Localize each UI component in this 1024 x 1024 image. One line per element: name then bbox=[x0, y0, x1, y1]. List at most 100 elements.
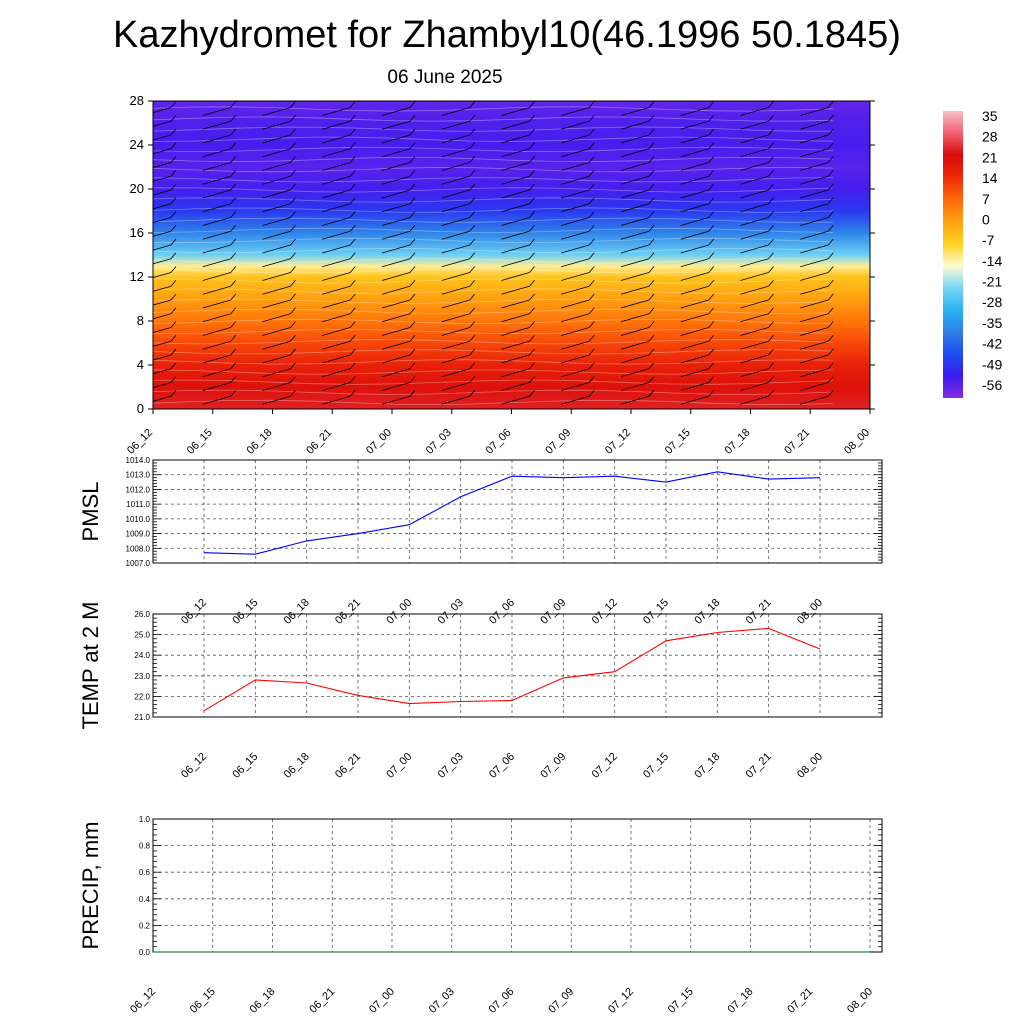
wind-barb bbox=[680, 244, 709, 254]
wind-barb-flag bbox=[469, 307, 476, 314]
wind-barb-flag bbox=[349, 389, 356, 397]
wind-barb bbox=[153, 382, 172, 389]
wind-barb bbox=[441, 258, 470, 268]
wind-barb bbox=[620, 217, 650, 226]
wind-barb bbox=[322, 368, 351, 378]
wind-barb bbox=[740, 395, 769, 405]
wind-barb bbox=[153, 258, 172, 265]
wind-barb-flag bbox=[529, 376, 535, 383]
wind-barb-flag bbox=[588, 101, 595, 108]
wind-barb-flag bbox=[469, 266, 476, 273]
wind-barb-flag bbox=[290, 307, 296, 314]
wind-barb bbox=[620, 203, 650, 213]
wind-barb-flag bbox=[588, 142, 595, 149]
wind-barb bbox=[800, 340, 829, 350]
wind-barb-flag bbox=[230, 266, 237, 273]
x-tick-label: 07_09 bbox=[538, 597, 568, 627]
y-tick-label: 23.0 bbox=[134, 672, 150, 681]
colorbar-label: 21 bbox=[982, 149, 998, 165]
colorbar-label: -21 bbox=[982, 274, 1002, 290]
wind-barb-flag bbox=[469, 197, 476, 204]
wind-barb bbox=[680, 134, 709, 144]
wind-barb-flag bbox=[827, 238, 834, 246]
wind-barb bbox=[153, 299, 172, 306]
wind-barb bbox=[680, 203, 709, 213]
wind-barb-flag bbox=[648, 293, 655, 301]
wind-barb bbox=[680, 189, 709, 199]
wind-barb-flag bbox=[349, 279, 356, 287]
wind-barb bbox=[800, 175, 829, 185]
y-tick-label: 1011.0 bbox=[126, 500, 150, 509]
wind-barb bbox=[501, 299, 530, 309]
isotherm-line bbox=[153, 146, 834, 153]
wind-barb bbox=[441, 203, 470, 213]
wind-barb-flag bbox=[230, 293, 237, 301]
wind-barb bbox=[800, 244, 829, 254]
wind-barb bbox=[740, 299, 769, 309]
wind-barb bbox=[262, 285, 291, 295]
wind-barb bbox=[202, 203, 231, 213]
wind-barb bbox=[153, 354, 172, 361]
heat-field bbox=[153, 101, 870, 409]
wind-barb-flag bbox=[349, 334, 356, 342]
wind-barb-flag bbox=[588, 169, 595, 177]
wind-barb bbox=[501, 395, 530, 405]
wind-barb-flag bbox=[708, 307, 715, 314]
wind-barb bbox=[153, 327, 172, 334]
wind-barb bbox=[501, 272, 530, 281]
wind-barb-flag bbox=[708, 156, 715, 163]
wind-barb-flag bbox=[768, 266, 774, 273]
wind-barb bbox=[620, 313, 650, 323]
wind-barb bbox=[262, 189, 291, 199]
wind-barb bbox=[561, 175, 590, 185]
wind-barb-flag bbox=[469, 362, 476, 369]
heat-x-tick-label: 07_12 bbox=[603, 427, 633, 457]
wind-barb-flag bbox=[827, 211, 834, 218]
wind-barb-flag bbox=[648, 348, 655, 356]
wind-barb-flag bbox=[349, 348, 356, 356]
y-axis-label: TEMP at 2 M bbox=[78, 602, 103, 730]
wind-barb bbox=[322, 299, 351, 309]
wind-barb-flag bbox=[827, 321, 834, 328]
wind-barb bbox=[740, 120, 769, 130]
wind-barb bbox=[561, 285, 590, 295]
wind-barb-flag bbox=[230, 279, 237, 287]
wind-barb-flag bbox=[290, 389, 296, 397]
wind-barb-flag bbox=[588, 266, 595, 273]
chart-title: Kazhydromet for Zhambyl10(46.1996 50.184… bbox=[113, 14, 901, 56]
x-tick-label: 07_18 bbox=[692, 597, 722, 627]
cross-section-panel: 0 4 8 12 16 20 24 28 06_12 06_15 06_18 06_21 07_00 07… bbox=[125, 93, 875, 457]
wind-barb-flag bbox=[290, 211, 296, 218]
wind-barb bbox=[381, 299, 411, 309]
wind-barb-flag bbox=[768, 224, 774, 232]
wind-barb-flag bbox=[768, 376, 774, 383]
wind-barb bbox=[441, 313, 470, 323]
wind-barb bbox=[680, 162, 709, 171]
isotherm-line bbox=[153, 339, 834, 345]
wind-barb bbox=[262, 148, 291, 158]
wind-barb-flag bbox=[588, 307, 595, 314]
wind-barb-flag bbox=[170, 101, 177, 108]
wind-barb-flag bbox=[708, 197, 715, 204]
wind-barb-flag bbox=[230, 128, 237, 136]
wind-barb bbox=[501, 134, 530, 144]
wind-barb bbox=[561, 120, 590, 130]
wind-barb-flag bbox=[230, 252, 237, 259]
x-tick-label: 06_12 bbox=[179, 751, 209, 781]
wind-barb-flag bbox=[827, 362, 834, 369]
wind-barb bbox=[322, 189, 351, 199]
wind-barb bbox=[501, 203, 530, 213]
wind-barb-flag bbox=[827, 197, 834, 204]
wind-barb bbox=[202, 134, 231, 144]
y-tick-label: 24.0 bbox=[134, 651, 150, 660]
x-tick-label: 06_12 bbox=[128, 986, 158, 1016]
wind-barb-flag bbox=[230, 101, 237, 108]
isotherm-line bbox=[153, 207, 834, 213]
wind-barb-flag bbox=[349, 266, 356, 273]
wind-barb-flag bbox=[529, 252, 535, 259]
wind-barb-flag bbox=[529, 224, 535, 232]
wind-barb-flag bbox=[170, 252, 177, 259]
wind-barb-flag bbox=[409, 114, 416, 122]
wind-barb bbox=[561, 272, 590, 281]
